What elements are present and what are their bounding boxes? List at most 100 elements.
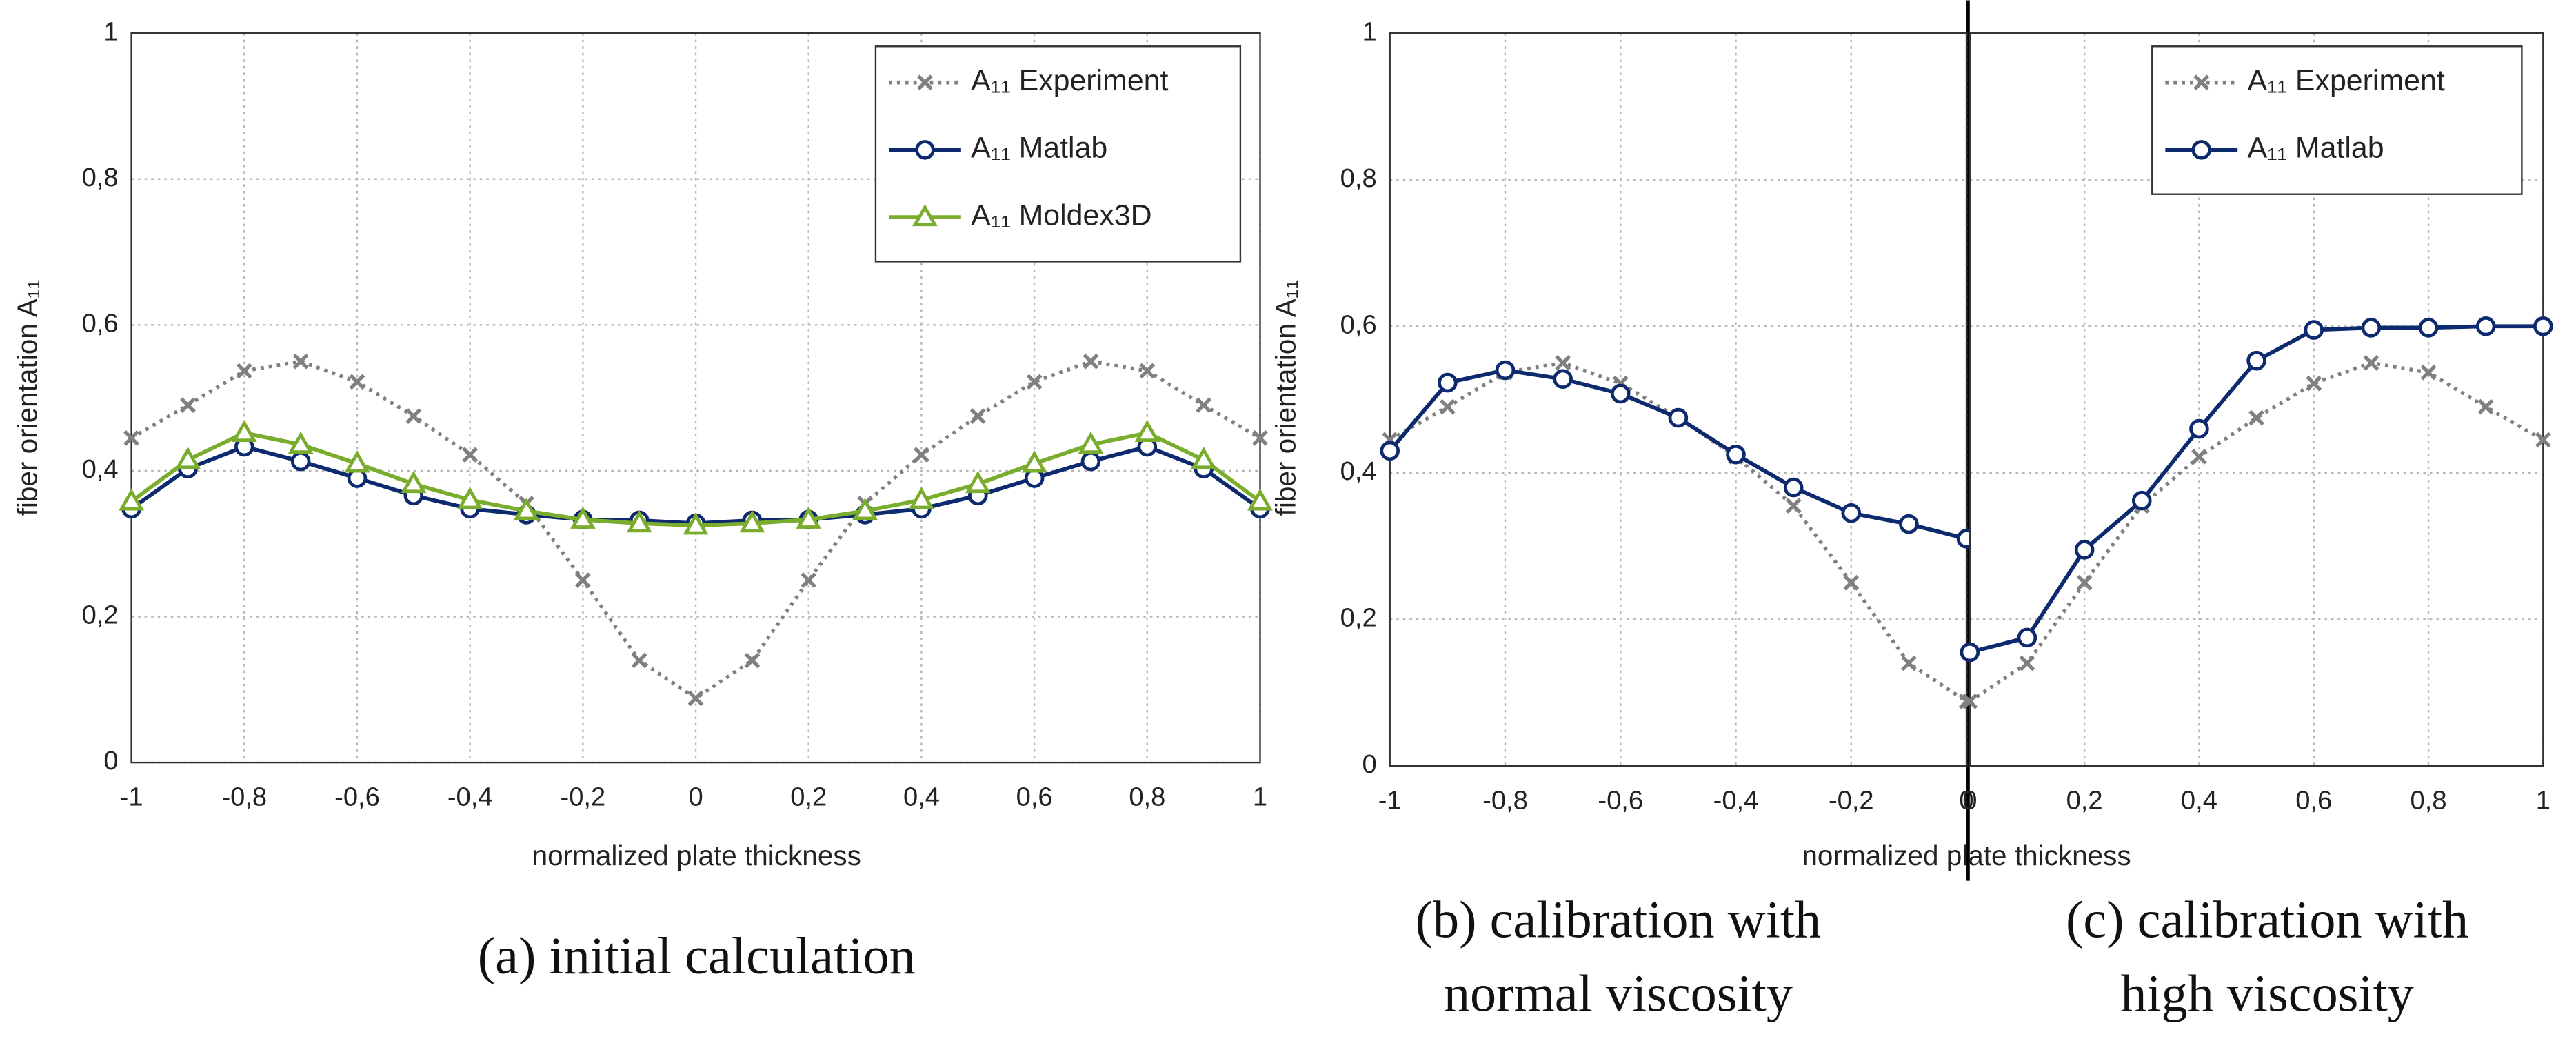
x-tick-label: 0,4 — [2181, 785, 2217, 815]
data-point — [401, 470, 427, 494]
y-tick-label: 0,8 — [82, 163, 119, 192]
data-point — [2304, 320, 2324, 340]
caption: (a) initial calculation — [478, 927, 916, 985]
data-point — [2477, 398, 2494, 415]
data-point — [1380, 441, 1400, 461]
legend-label: A₁₁ Moldex3D — [971, 199, 1151, 232]
data-point — [2019, 655, 2035, 671]
data-point — [909, 487, 934, 509]
data-point — [288, 431, 314, 454]
data-point — [175, 446, 201, 469]
legend-marker — [2191, 140, 2212, 160]
legend-label: A₁₁ Experiment — [971, 64, 1168, 97]
x-tick-label: 0,4 — [903, 782, 940, 812]
y-tick-label: 1 — [103, 17, 118, 46]
y-tick-label: 0 — [1362, 749, 1376, 779]
x-tick-label: 0 — [1962, 785, 1977, 815]
plot-frame — [130, 32, 1261, 764]
x-tick-label: 0,8 — [1129, 782, 1165, 812]
data-point — [405, 408, 422, 424]
data-point — [344, 450, 370, 473]
data-point — [2363, 355, 2379, 371]
data-point — [349, 374, 365, 390]
data-point — [852, 498, 878, 520]
data-point — [2420, 364, 2437, 381]
legend-marker — [915, 140, 935, 160]
data-point — [292, 353, 309, 370]
data-point — [1610, 383, 1631, 404]
x-tick-label: -1 — [120, 782, 143, 812]
data-point — [2306, 375, 2322, 392]
x-tick-label: 0,2 — [2066, 785, 2103, 815]
data-point — [1196, 397, 1212, 414]
caption: (c) calibration with — [2066, 891, 2468, 949]
data-point — [1026, 374, 1043, 390]
data-point — [796, 506, 822, 529]
x-axis-label: normalized plate thickness — [532, 840, 861, 871]
data-point — [969, 408, 986, 424]
data-point — [119, 488, 145, 511]
data-point — [1247, 488, 1273, 511]
data-point — [231, 419, 257, 443]
plot-area — [1389, 33, 1967, 766]
data-point — [1901, 655, 1917, 671]
data-point — [626, 510, 652, 533]
data-point — [2191, 449, 2207, 465]
x-tick-label: -0,2 — [1829, 785, 1874, 815]
legend-label: A₁₁ Matlab — [971, 132, 1107, 165]
x-tick-label: -0,6 — [334, 782, 380, 812]
data-point — [1783, 477, 1804, 498]
y-tick-label: 0,2 — [1340, 603, 1377, 632]
data-point — [1134, 419, 1160, 443]
x-tick-label: -1 — [1378, 785, 1402, 815]
data-point — [574, 572, 591, 589]
legend-label: A₁₁ Matlab — [2247, 132, 2384, 165]
y-tick-label: 0,6 — [1340, 310, 1377, 339]
data-point — [1080, 451, 1101, 472]
data-point — [514, 498, 539, 520]
data-point — [2131, 490, 2152, 511]
legend-box — [2151, 45, 2523, 195]
x-tick-label: 1 — [1253, 782, 1267, 812]
data-point — [457, 487, 483, 509]
y-tick-label: 0,4 — [1340, 456, 1377, 486]
data-point — [1083, 353, 1099, 370]
caption: (b) calibration with — [1416, 891, 1822, 949]
data-point — [236, 363, 252, 379]
x-tick-label: 0,6 — [1016, 782, 1053, 812]
data-point — [1139, 363, 1156, 379]
x-tick-label: -0,4 — [447, 782, 493, 812]
data-point — [2475, 316, 2496, 336]
legend-marker — [2193, 74, 2210, 91]
data-point — [914, 447, 929, 463]
data-point — [2533, 316, 2553, 336]
data-point — [1726, 444, 1746, 465]
data-point — [965, 470, 991, 494]
y-tick-label: 0,8 — [1340, 163, 1377, 193]
data-point — [1553, 369, 1573, 390]
data-point — [2017, 627, 2037, 648]
data-point — [1191, 446, 1217, 469]
data-point — [1439, 398, 1456, 415]
data-point — [687, 690, 704, 707]
data-point — [744, 652, 761, 669]
data-point — [2074, 540, 2095, 560]
data-point — [1078, 431, 1104, 454]
data-point — [1021, 450, 1047, 473]
x-tick-label: 0,6 — [2295, 785, 2332, 815]
data-point — [739, 510, 765, 533]
data-point — [1785, 498, 1802, 514]
series-line — [1969, 361, 2544, 703]
data-point — [2361, 318, 2382, 338]
x-tick-label: -0,6 — [1598, 785, 1643, 815]
legend-label: A₁₁ Experiment — [2247, 64, 2444, 97]
data-point — [1252, 429, 1268, 446]
data-point — [1841, 503, 1862, 523]
legend-marker — [917, 74, 933, 91]
y-tick-label: 0,2 — [82, 600, 119, 630]
x-tick-label: -0,2 — [561, 782, 606, 812]
data-point — [1495, 360, 1516, 381]
caption: normal viscosity — [1444, 965, 1793, 1023]
